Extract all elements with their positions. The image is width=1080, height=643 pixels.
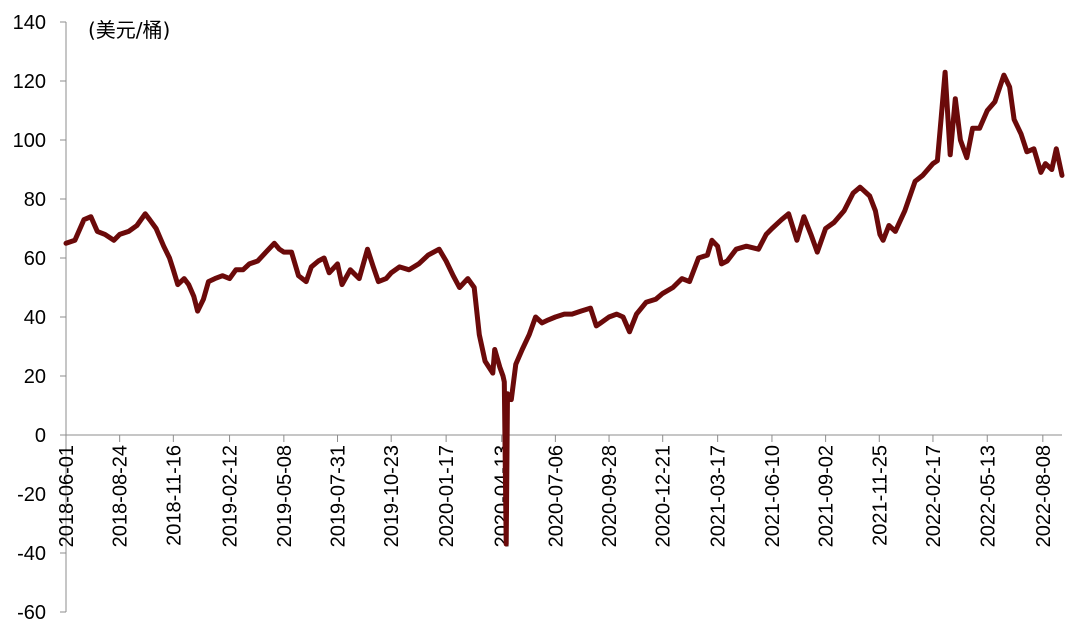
x-tick-label: 2022-05-13 bbox=[977, 445, 999, 547]
y-tick-label: 120 bbox=[13, 71, 46, 93]
x-tick-label: 2020-09-28 bbox=[599, 445, 621, 547]
y-tick-label: 0 bbox=[35, 425, 46, 447]
x-tick-label: 2019-10-23 bbox=[381, 445, 403, 547]
series-group bbox=[63, 69, 1065, 547]
y-tick-label: -40 bbox=[17, 543, 46, 565]
y-tick-label: 60 bbox=[24, 248, 46, 270]
x-tick-label: 2022-08-08 bbox=[1033, 445, 1055, 547]
x-tick-label: 2021-11-25 bbox=[869, 445, 891, 546]
y-tick-label: 20 bbox=[24, 366, 46, 388]
x-tick-label: 2020-04-13 bbox=[492, 445, 514, 547]
x-tick-label: 2020-01-17 bbox=[436, 445, 458, 547]
unit-label: (美元/桶) bbox=[88, 18, 170, 42]
x-tick-label: 2020-07-06 bbox=[545, 445, 567, 547]
y-tick-label: -20 bbox=[17, 484, 46, 506]
x-tick-label: 2018-06-01 bbox=[56, 445, 78, 547]
y-axis: 140 120 100 80 60 40 20 0 -20 -40 -60 bbox=[13, 12, 67, 624]
series-line-0 bbox=[63, 69, 1065, 547]
y-tick-label: 140 bbox=[13, 12, 46, 34]
x-tick-label: 2021-03-17 bbox=[708, 445, 730, 547]
x-tick-label: 2020-12-21 bbox=[653, 445, 675, 547]
y-tick-label: -60 bbox=[17, 602, 46, 624]
x-tick-label: 2019-07-31 bbox=[328, 445, 350, 547]
x-tick-label: 2018-11-16 bbox=[163, 445, 185, 546]
x-tick-label: 2021-09-02 bbox=[816, 445, 838, 547]
x-tick-label: 2022-02-17 bbox=[923, 445, 945, 547]
x-tick-label: 2019-05-08 bbox=[274, 445, 296, 547]
x-tick-label: 2018-08-24 bbox=[110, 445, 132, 547]
x-tick-label: 2021-06-10 bbox=[762, 445, 784, 547]
y-tick-label: 80 bbox=[24, 189, 46, 211]
x-axis: 2018-06-01 2018-08-24 2018-11-16 2019-02-12… bbox=[56, 434, 1062, 547]
x-tick-label: 2019-02-12 bbox=[220, 445, 242, 547]
y-tick-label: 40 bbox=[24, 307, 46, 329]
y-tick-label: 100 bbox=[13, 130, 46, 152]
